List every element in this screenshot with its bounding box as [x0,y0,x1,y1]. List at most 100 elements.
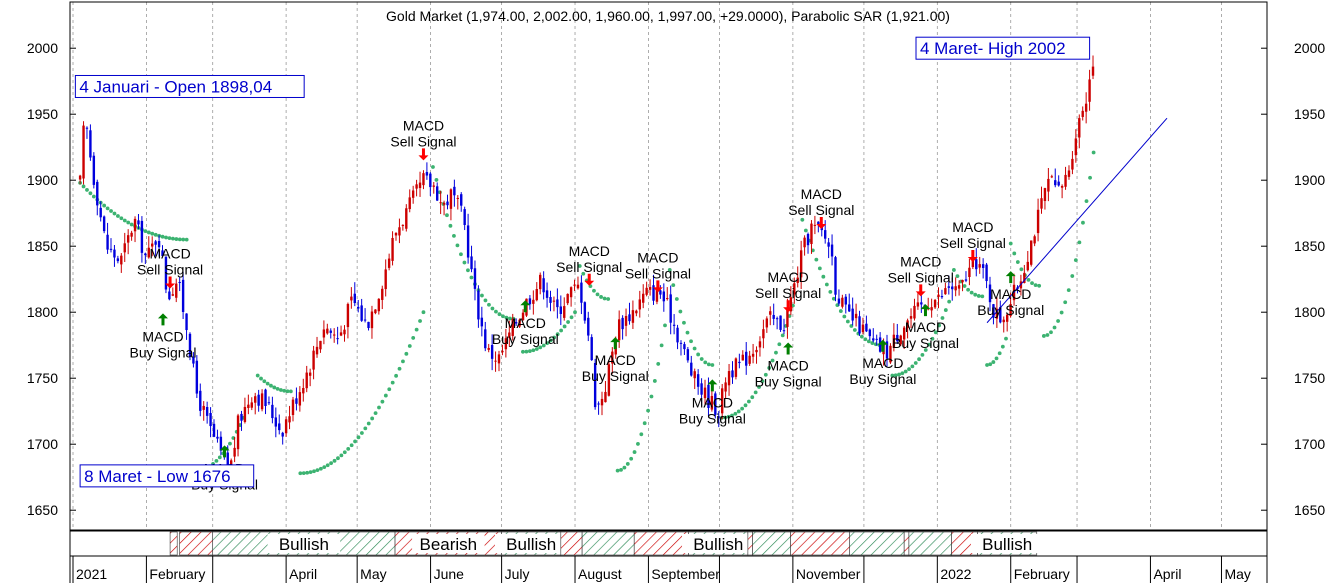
candle-body [937,294,940,297]
candle-body [600,398,604,406]
candle-body [899,335,902,345]
sar-dot [1008,241,1013,246]
sar-dot [407,344,412,348]
candle-body [188,333,192,358]
sar-dot [767,366,772,370]
candle-body [415,184,418,189]
candle-body [793,283,796,295]
x-tick-label: April [1153,566,1181,582]
sar-dot [214,459,219,463]
sar-dot [740,406,745,411]
candle-body [1005,314,1009,322]
candle-body [968,267,971,278]
sar-dot [907,367,911,372]
sar-dot [184,237,189,242]
sar-dot [842,314,847,319]
signal-label-macd: MACD [403,117,444,133]
sar-dot [366,421,371,426]
sell-arrow-icon [915,284,926,297]
candle-body [394,232,398,236]
sar-dot [973,292,978,297]
candle-body [549,297,552,303]
candle-body [686,349,690,361]
candle-body [532,299,535,304]
candle-body [789,297,793,312]
sar-dot [619,467,623,472]
signal-label-type: Buy Signal [892,335,959,351]
x-tick-label: September [651,566,720,582]
sar-dot [710,363,715,367]
sell-arrow-icon [418,148,429,161]
parabolic-sar-series [78,150,1096,476]
candle-body [988,284,992,303]
sar-dot [699,357,704,361]
y-tick-label-right: 1850 [1294,238,1325,254]
sar-dot [920,352,925,357]
signal-label-type: Buy Signal [582,368,649,384]
sar-dot [903,369,908,374]
trend-label-bg [970,534,1044,553]
candle-body [484,329,487,349]
buy-arrow-icon [707,379,718,392]
candle-body [473,268,477,289]
candle-body [401,224,405,226]
candle-body [521,312,525,321]
candle-body [487,347,490,350]
sar-dot [757,385,761,389]
candle-body [466,225,470,258]
candle-body [631,310,635,323]
y-tick-label-left: 1800 [27,304,58,320]
candle-body [411,190,415,198]
candle-body [693,371,696,379]
candle-body [851,308,854,321]
candle-body [875,338,878,340]
sell-arrow-icon [783,300,794,313]
candle-body [281,432,284,437]
buy-arrow-icon [219,445,230,458]
candle-body [312,350,315,370]
candle-body [837,298,841,304]
candle-body [442,202,446,205]
sar-dot [595,292,600,297]
candle-body [168,291,171,300]
candle-body [727,371,731,386]
sar-dot [615,468,620,473]
signal-label-type: Sell Signal [940,235,1006,251]
sar-dot [336,456,340,461]
candle-body [1026,261,1029,271]
sar-dot [255,373,260,378]
sar-dot [824,282,829,287]
sar-dot [696,352,701,357]
buy-arrow-icon [877,339,888,352]
sar-dot [980,294,985,299]
candle-body [858,316,861,334]
sar-dot [988,362,993,367]
sar-dot [671,283,676,288]
sar-dot [969,290,974,295]
sar-dot [913,361,918,365]
candle-body [1030,240,1033,265]
sar-dot [763,372,768,377]
buy-arrow-icon [157,313,168,326]
candle-body [432,185,435,187]
trend-segment-bearish [790,531,851,556]
sar-dot [562,324,567,329]
sar-dot [1049,330,1053,335]
signal-label-macd: MACD [595,352,636,368]
candle-body [240,413,243,421]
candle-body [374,309,377,314]
sar-dot [262,379,267,384]
sar-dot [951,268,956,272]
trend-segment-bearish [169,531,178,556]
trend-bar: Bullish Bearish Bullish Bullish Bullish [169,531,1044,556]
signal-label-macd: MACD [692,394,733,410]
sar-dot [524,349,529,354]
signal-label-type: Sell Signal [390,133,456,149]
trend-segment-bearish [633,531,689,556]
candle-body [233,447,236,457]
candle-body [501,350,504,353]
trendline-line [986,117,1168,324]
x-tick-label: August [578,566,622,582]
sell-arrow-icon [967,250,978,263]
